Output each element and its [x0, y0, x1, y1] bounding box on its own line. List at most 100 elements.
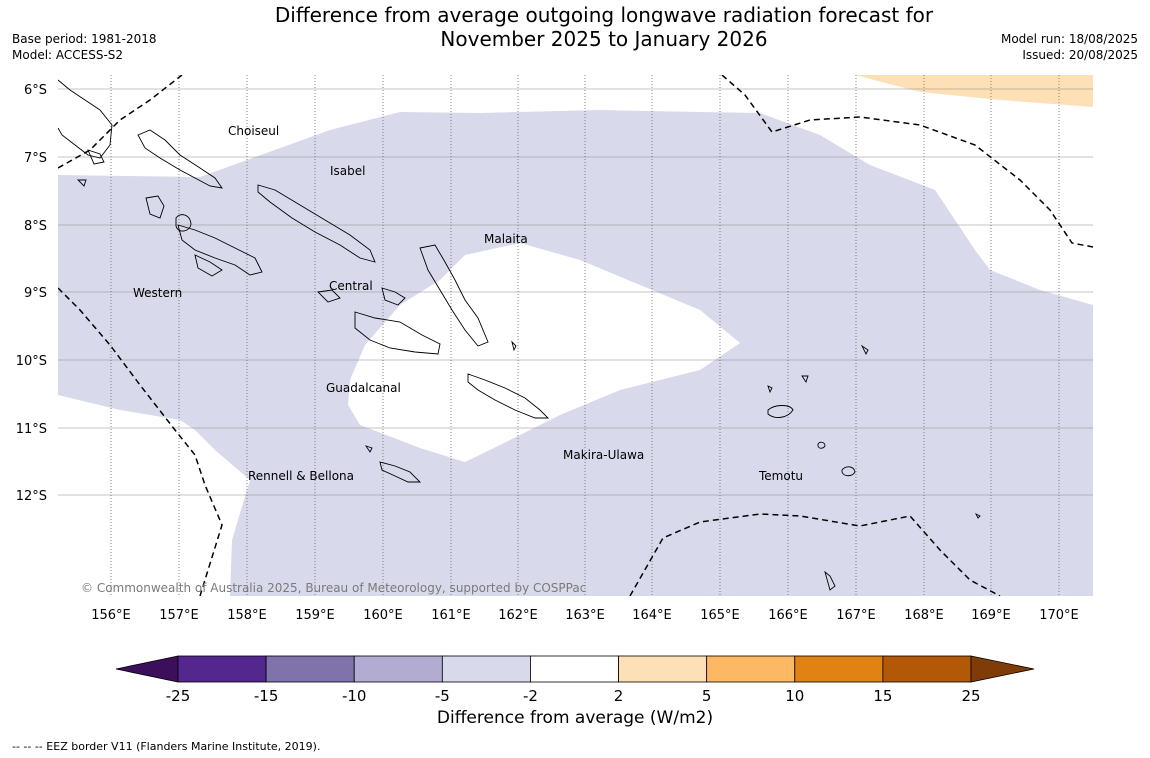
lon-label: 158°E: [227, 608, 267, 623]
colorbar-tick-label: -25: [166, 687, 191, 705]
eez-legend-note: -- -- -- EEZ border V11 (Flanders Marine…: [12, 740, 321, 753]
lat-label: 6°S: [24, 83, 47, 98]
anomaly-region-pos2: [855, 75, 1093, 107]
colorbar-tick-label: 15: [873, 687, 892, 705]
latitude-gridlines: [58, 88, 1093, 496]
island-duff: [860, 344, 869, 356]
lat-label: 12°S: [16, 489, 47, 504]
lat-label: 10°S: [16, 354, 47, 369]
colorbar-swatch: [618, 655, 708, 683]
meta-left: Base period: 1981-2018 Model: ACCESS-S2: [12, 31, 157, 63]
island-makira: [467, 373, 550, 419]
lon-label: 165°E: [700, 608, 740, 623]
island-tikopia: [824, 570, 836, 591]
model-run: Model run: 18/08/2025: [1000, 32, 1138, 46]
label-western: Western: [133, 286, 182, 300]
colorbar-swatch: [265, 655, 355, 683]
base-period: Base period: 1981-2018: [12, 32, 157, 46]
model-name: Model: ACCESS-S2: [12, 48, 124, 62]
map-title: Difference from average outgoing longwav…: [0, 3, 1150, 51]
island-small-3: [87, 149, 105, 165]
lat-label: 8°S: [24, 219, 47, 234]
colorbar-swatch: [794, 655, 884, 683]
island-rennell: [379, 461, 422, 483]
colorbar-extension-low: [115, 655, 179, 683]
island-choiseul: [137, 129, 223, 189]
lon-label: 163°E: [565, 608, 605, 623]
copyright-notice: © Commonwealth of Australia 2025, Bureau…: [81, 581, 586, 595]
colorbar-label: Difference from average (W/m2): [436, 708, 714, 728]
label-isabel: Isabel: [330, 164, 365, 178]
island-small-4: [364, 445, 373, 453]
colorbar-swatch: [706, 655, 796, 683]
lon-label: 170°E: [1039, 608, 1079, 623]
colorbar-swatch: [177, 655, 267, 683]
colorbar-tick-label: 2: [614, 687, 624, 705]
anomaly-region-neutral: [348, 243, 740, 462]
colorbar-tick-label: 10: [785, 687, 804, 705]
island-malaita: [419, 244, 489, 347]
place-labels: Choiseul Isabel Malaita Western Central …: [133, 124, 803, 483]
colorbar-tick-label: -10: [342, 687, 367, 705]
island-guadalcanal: [354, 311, 441, 355]
island-small-1: [511, 340, 517, 352]
island-vanikoro: [841, 466, 856, 477]
label-guadalcanal: Guadalcanal: [326, 381, 401, 395]
eez-border: [58, 75, 1093, 596]
lon-label: 164°E: [632, 608, 672, 623]
lon-label: 168°E: [904, 608, 944, 623]
island-florida: [317, 289, 341, 303]
issued-date: Issued: 20/08/2025: [1022, 48, 1138, 62]
lon-label: 157°E: [159, 608, 199, 623]
island-santa-cruz: [767, 405, 794, 418]
title-line-2: November 2025 to January 2026: [440, 27, 768, 51]
colorbar-swatch: [882, 655, 972, 683]
longitude-labels: 156°E 157°E 158°E 159°E 160°E 161°E 162°…: [91, 608, 1079, 623]
island-bougainville: [58, 79, 113, 159]
label-choiseul: Choiseul: [228, 124, 279, 138]
lon-label: 167°E: [836, 608, 876, 623]
colorbar-tick-label: -5: [435, 687, 450, 705]
lon-label: 169°E: [971, 608, 1011, 623]
lat-label: 9°S: [24, 286, 47, 301]
colorbar-extension-high: [970, 655, 1035, 683]
colorbar-tick-label: -2: [523, 687, 538, 705]
title-line-1: Difference from average outgoing longwav…: [274, 3, 934, 27]
label-central: Central: [329, 279, 373, 293]
island-isabel: [257, 184, 376, 263]
island-vella-lavella: [145, 195, 165, 219]
label-rennell: Rennell & Bellona: [248, 469, 354, 483]
meta-right: Model run: 18/08/2025 Issued: 20/08/2025: [1001, 31, 1138, 63]
colorbar-swatch: [441, 655, 531, 683]
colorbar-swatch: [530, 655, 619, 683]
colorbar-swatch: [353, 655, 443, 683]
colorbar: -25 -15 -10 -5 -2 2 5 10 15 25: [115, 655, 1035, 705]
label-makira: Makira-Ulawa: [563, 448, 644, 462]
lon-label: 159°E: [295, 608, 335, 623]
island-small-2: [76, 179, 87, 187]
island-small-5: [767, 385, 773, 394]
island-rendova: [194, 254, 223, 277]
map-area: Choiseul Isabel Malaita Western Central …: [58, 75, 1093, 596]
colorbar-tick-label: 5: [702, 687, 712, 705]
label-temotu: Temotu: [758, 469, 803, 483]
island-small-6: [974, 512, 981, 519]
island-utupua: [817, 441, 826, 449]
lon-label: 166°E: [768, 608, 808, 623]
lat-label: 7°S: [24, 151, 47, 166]
latitude-labels: 6°S 7°S 8°S 9°S 10°S 11°S 12°S: [16, 83, 47, 504]
islands: [58, 79, 981, 591]
label-malaita: Malaita: [484, 232, 528, 246]
island-kolombangara: [175, 214, 192, 232]
lon-label: 161°E: [431, 608, 471, 623]
lon-label: 162°E: [498, 608, 538, 623]
island-new-georgia: [177, 224, 263, 276]
lon-label: 156°E: [91, 608, 131, 623]
island-reef: [801, 375, 809, 384]
lon-label: 160°E: [363, 608, 403, 623]
island-russell: [381, 287, 406, 306]
lat-label: 11°S: [16, 422, 47, 437]
colorbar-tick-label: 25: [961, 687, 980, 705]
colorbar-tick-label: -15: [254, 687, 279, 705]
